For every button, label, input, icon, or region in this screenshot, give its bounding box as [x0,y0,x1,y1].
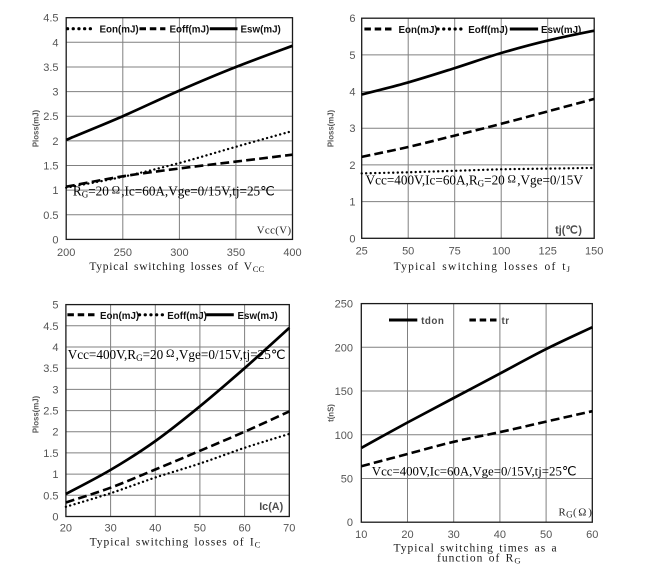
svg-text:Esw(mJ): Esw(mJ) [241,25,281,36]
svg-text:Esw(mJ): Esw(mJ) [238,311,278,322]
svg-text:250: 250 [114,247,132,259]
svg-text:100: 100 [492,246,510,258]
svg-text:6: 6 [349,13,355,25]
svg-text:3.5: 3.5 [43,62,58,74]
svg-text:tj(℃ ): tj(℃ ) [555,224,582,236]
svg-text:tr: tr [502,316,510,327]
svg-text:Vcc=400V,Ic=60A,Vge=0/15V,tj=2: Vcc=400V,Ic=60A,Vge=0/15V,tj=25℃ [372,465,577,479]
svg-text:4.5: 4.5 [43,13,58,25]
svg-text:t(nS): t(nS) [327,404,336,422]
svg-text:200: 200 [57,247,75,259]
svg-text:1.5: 1.5 [43,448,58,460]
svg-text:60: 60 [586,529,598,541]
svg-text:Typical switching losses of VC: Typical switching losses of VCC [89,261,264,274]
svg-text:5: 5 [52,300,58,312]
svg-text:Typical switching times as a: Typical switching times as a [394,543,558,555]
svg-text:Ploss(mJ): Ploss(mJ) [32,109,41,147]
svg-text:2: 2 [349,160,355,172]
svg-text:75: 75 [449,246,461,258]
svg-text:Esw(mJ): Esw(mJ) [541,25,581,36]
svg-text:0: 0 [52,234,58,246]
svg-text:1.5: 1.5 [43,161,58,173]
svg-text:30: 30 [448,529,460,541]
svg-text:2.5: 2.5 [43,111,58,123]
svg-text:Vcc(V): Vcc(V) [257,224,292,236]
svg-text:400: 400 [283,247,301,259]
svg-text:50: 50 [194,523,206,535]
svg-text:Eon(mJ): Eon(mJ) [399,25,438,36]
svg-text:Eoff(mJ): Eoff(mJ) [170,25,210,36]
svg-text:2: 2 [52,427,58,439]
svg-text:30: 30 [104,523,116,535]
svg-text:0: 0 [347,517,353,529]
svg-text:Eon(mJ): Eon(mJ) [100,311,139,322]
svg-text:20: 20 [60,523,72,535]
svg-text:function of RG: function of RG [437,553,521,566]
svg-text:0.5: 0.5 [43,490,58,502]
svg-text:200: 200 [335,342,353,354]
svg-text:4.5: 4.5 [43,321,58,333]
svg-text:150: 150 [335,386,353,398]
svg-text:RG=20 Ω ,Ic=60A,Vge=0/15V,tj=2: RG=20 Ω ,Ic=60A,Vge=0/15V,tj=25℃ [73,184,275,200]
svg-text:20: 20 [401,529,413,541]
svg-text:3: 3 [349,123,355,135]
svg-text:40: 40 [494,529,506,541]
svg-text:250: 250 [335,299,353,311]
svg-text:1: 1 [349,197,355,209]
svg-text:Vcc=400V,Ic=60A,RG=20 Ω ,Vge=0: Vcc=400V,Ic=60A,RG=20 Ω ,Vge=0/15V [366,173,584,189]
svg-text:tdon: tdon [421,316,444,327]
svg-text:4: 4 [52,342,58,354]
svg-text:Ic(A): Ic(A) [259,501,283,513]
svg-text:Typical switching losses of IC: Typical switching losses of IC [90,536,261,549]
svg-text:3: 3 [52,87,58,99]
svg-text:0.5: 0.5 [43,210,58,222]
svg-text:Ploss(mJ): Ploss(mJ) [327,109,336,147]
svg-text:150: 150 [585,246,603,258]
svg-text:4: 4 [52,37,58,49]
svg-text:Ploss(mJ): Ploss(mJ) [32,395,41,433]
svg-text:100: 100 [335,430,353,442]
svg-text:5: 5 [349,50,355,62]
svg-text:1: 1 [52,185,58,197]
svg-text:300: 300 [170,247,188,259]
svg-text:10: 10 [355,529,367,541]
svg-text:0: 0 [52,512,58,524]
svg-text:50: 50 [402,246,414,258]
svg-text:25: 25 [356,246,368,258]
svg-text:50: 50 [540,529,552,541]
svg-text:1: 1 [52,469,58,481]
svg-text:0: 0 [349,233,355,245]
svg-text:70: 70 [283,523,295,535]
svg-text:60: 60 [238,523,250,535]
svg-text:Typical switching losses of tJ: Typical switching losses of tJ [394,261,571,274]
svg-text:40: 40 [149,523,161,535]
svg-text:Eoff(mJ): Eoff(mJ) [468,25,508,36]
svg-text:2: 2 [52,136,58,148]
svg-text:Vcc=400V,RG=20 Ω ,Vge=0/15V,tj: Vcc=400V,RG=20 Ω ,Vge=0/15V,tj=25℃ [68,347,286,363]
svg-text:3.5: 3.5 [43,363,58,375]
svg-text:350: 350 [227,247,245,259]
svg-text:4: 4 [349,87,355,99]
svg-text:2.5: 2.5 [43,406,58,418]
svg-text:3: 3 [52,384,58,396]
svg-text:Eon(mJ): Eon(mJ) [100,25,139,36]
svg-text:RG( Ω ): RG( Ω ) [558,507,592,520]
svg-text:Eoff(mJ): Eoff(mJ) [167,311,207,322]
svg-text:125: 125 [539,246,557,258]
svg-text:50: 50 [341,474,353,486]
